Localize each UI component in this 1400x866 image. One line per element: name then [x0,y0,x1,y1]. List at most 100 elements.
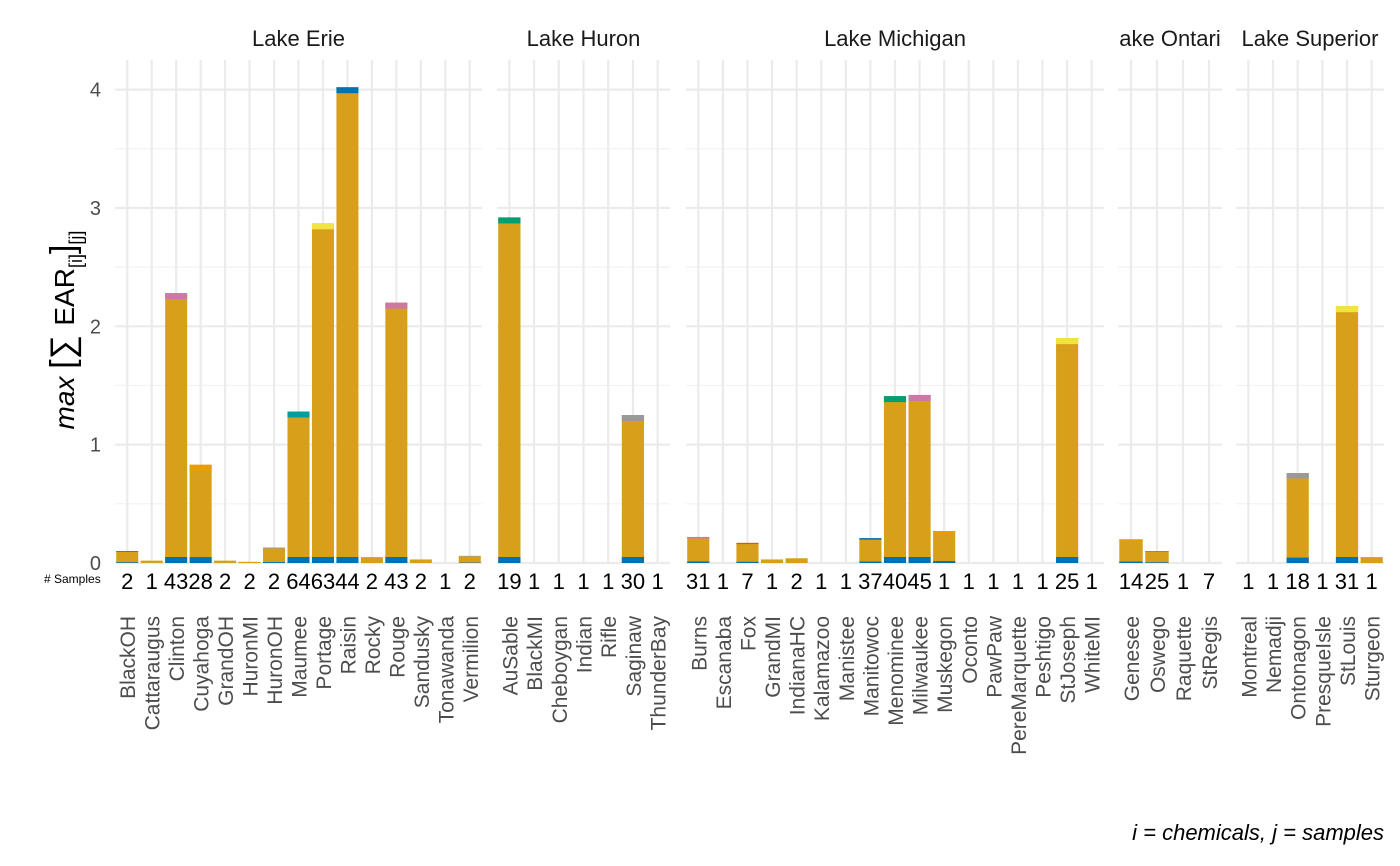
x-tick-label: Muskegon [934,616,957,713]
x-tick-label: Burns [688,616,711,671]
sample-count-label: 43 [164,569,188,594]
x-tick-label: Nemadji [1263,616,1286,693]
x-tick-label: Peshtigo [1033,616,1056,698]
y-tick-label: 4 [90,80,101,102]
sample-count-label: 2 [121,569,133,594]
sample-count-label: 28 [188,569,212,594]
y-tick-label: 3 [90,198,101,220]
facet-panel: Lake Erie 2 BlackOH 1 Cattaraugus 43 Clinton 28… [115,26,483,730]
bar-segment [621,415,645,422]
y-tick-label: 0 [90,553,101,575]
bar-Saginaw [621,415,645,563]
x-tick-label: StJoseph [1057,616,1080,704]
sample-count-label: 1 [840,569,852,594]
bar-AuSable [498,217,521,563]
x-tick-label: Fox [737,616,760,652]
bar-Menominee [883,396,907,563]
sample-count-label: 1 [1242,569,1254,594]
x-tick-label: Cuyahoga [191,616,214,712]
x-tick-label: Manistee [836,616,859,701]
bar-segment [287,557,310,563]
sample-count-label: 7 [1203,569,1215,594]
bar-Rouge [385,302,408,563]
bar-Portage [311,223,334,563]
x-tick-label: Oswego [1147,616,1170,693]
x-tick-label: Tonawanda [435,616,458,724]
bar-Raisin [336,87,359,563]
bar-segment [1056,557,1079,563]
x-tick-label: PereMarquette [1008,616,1031,755]
bar-Ontonagon [1286,473,1309,563]
bar-segment [933,561,956,563]
x-tick-label: PresqueIsle [1312,616,1335,727]
facet-title: Lake Superior [1242,26,1379,51]
bar-segment [189,557,212,563]
sample-count-label: 1 [987,569,999,594]
x-tick-label: IndianaHC [787,616,810,715]
bar-segment [736,561,759,563]
bar-segment [883,557,907,563]
bar-segment [933,531,956,533]
x-tick-label: GrandOH [215,616,238,706]
bar-Genesee [1119,539,1143,563]
bar-segment [687,536,710,539]
bar-Cattaraugus [140,560,163,563]
bar-segment [385,302,408,309]
x-tick-label: Rouge [386,616,409,678]
x-tick-label: Raquette [1173,616,1196,701]
bar-segment [1056,338,1079,345]
x-tick-label: StLouis [1337,616,1360,686]
y-tick-label: 2 [90,316,101,338]
x-tick-label: HuronOH [264,616,287,705]
sample-count-label: 1 [146,569,158,594]
sample-count-label: 14 [1119,569,1143,594]
bar-segment [498,557,521,563]
x-tick-label: Maumee [289,616,312,698]
sample-count-label: 31 [1335,569,1359,594]
sample-count-label: 30 [621,569,645,594]
bar-segment [336,557,359,563]
x-tick-label: Cheboygan [549,616,572,723]
bar-segment [1335,306,1359,313]
y-tick-label: 1 [90,435,101,457]
x-tick-label: PawPaw [983,615,1006,698]
sample-count-label: 43 [384,569,408,594]
x-tick-label: Ontonagon [1288,616,1311,720]
bar-segment [311,223,334,230]
x-tick-label: BlackMI [524,616,547,691]
bar-segment [1119,539,1143,541]
sample-count-label: 1 [717,569,729,594]
sample-count-label: 1 [602,569,614,594]
bar-segment [883,396,907,403]
bar-segment [736,542,759,545]
sample-count-label: 1 [815,569,827,594]
bar-segment [116,562,139,563]
x-tick-label: Escanaba [713,616,736,710]
bar-segment [1286,473,1309,479]
sample-count-label: 2 [243,569,255,594]
bar-Oswego [1145,551,1169,563]
sample-count-label: 1 [766,569,778,594]
sample-count-label: 1 [1036,569,1048,594]
sample-count-label: 1 [1086,569,1098,594]
bar-segment [165,293,188,300]
bar-segment [263,562,286,563]
bar-Clinton [165,293,188,563]
sample-count-label: 1 [528,569,540,594]
sample-count-label: 25 [1055,569,1079,594]
sample-count-label: 19 [497,569,521,594]
x-tick-label: BlackOH [117,616,140,699]
bar-GrandOH [214,560,237,563]
sample-count-label: 64 [286,569,310,594]
bar-Vermilion [458,555,481,563]
bar-segment [859,538,882,540]
sample-count-label: 63 [311,569,335,594]
x-tick-label: StRegis [1199,616,1222,690]
x-tick-label: WhiteMI [1082,616,1105,693]
bar-segment [859,561,882,563]
bar-segment [263,547,286,549]
x-tick-label: Saginaw [623,615,646,696]
sample-count-label: 40 [883,569,907,594]
